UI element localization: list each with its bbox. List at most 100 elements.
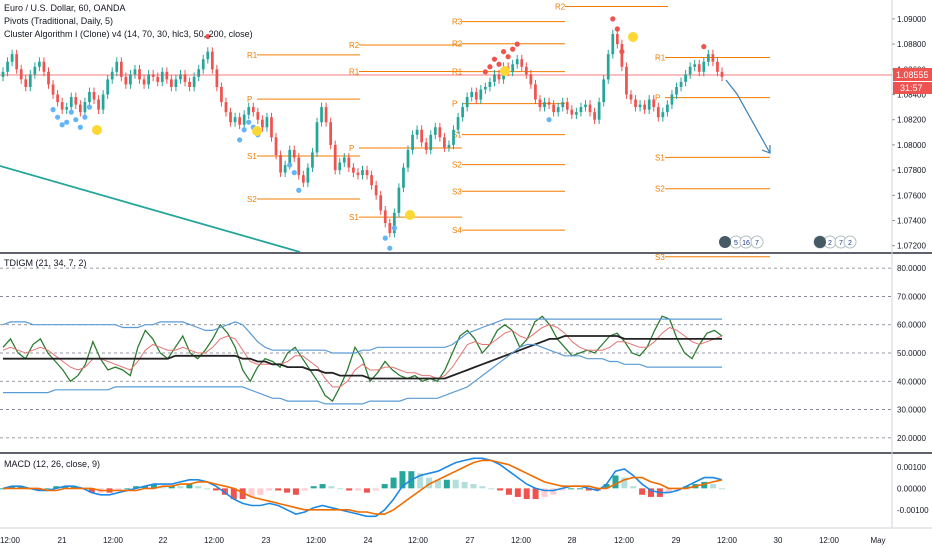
pivot-label: S1 [655, 153, 665, 162]
cluster-dot-blue [59, 122, 65, 128]
macd-label[interactable]: MACD (12, 26, close, 9) [4, 459, 100, 469]
price-tick-label: 1.07200 [897, 242, 926, 251]
candle-body [78, 104, 82, 113]
event-badge-circle[interactable] [843, 235, 857, 249]
candle-body [188, 81, 191, 87]
cluster-dot-blue [50, 107, 56, 113]
tdigm-tick-label: 20.0000 [897, 434, 926, 443]
event-badge[interactable]: 16 [739, 235, 753, 249]
cluster-dot-yellow [252, 126, 262, 136]
cluster-dot-red [496, 61, 502, 67]
macd-histogram-bar [346, 488, 353, 491]
event-flag-icon[interactable] [719, 236, 731, 248]
candle-body [333, 144, 337, 171]
event-badge[interactable]: 2 [843, 235, 857, 249]
candle-body [652, 99, 656, 108]
candle-body [575, 112, 578, 115]
candle-body [438, 127, 442, 138]
candle-body [524, 66, 528, 75]
candle-body [675, 86, 678, 95]
macd-histogram-bar [674, 488, 681, 491]
cluster-dot-blue [546, 117, 552, 123]
candle-body [24, 79, 28, 87]
macd-histogram-bar [195, 486, 202, 489]
macd-histogram-bar [257, 488, 264, 495]
macd-histogram-bar [168, 486, 175, 489]
macd-signal-line [3, 459, 723, 515]
candle-body [160, 71, 164, 82]
pivot-label: S1 [452, 131, 462, 140]
cluster-dot-yellow [628, 32, 638, 42]
candle-body [342, 157, 346, 163]
candle-body [634, 99, 637, 108]
time-axis-label: 27 [466, 536, 475, 545]
macd-histogram-bar [337, 488, 344, 490]
macd-tick-label: -0.00100 [897, 506, 929, 515]
macd-pane [0, 457, 725, 518]
event-badge-circle[interactable] [750, 235, 764, 249]
macd-histogram-bar [532, 488, 539, 500]
event-flag-icon[interactable] [814, 236, 826, 248]
candle-body [647, 99, 651, 110]
candle-body [142, 79, 146, 85]
macd-histogram-bar [710, 484, 717, 489]
candle-body [279, 154, 282, 173]
tdigm-pane [0, 267, 892, 439]
candle-body [584, 104, 587, 108]
tdigm-tick-label: 30.0000 [897, 406, 926, 415]
macd-histogram-bar [115, 488, 122, 491]
candle-body [629, 94, 633, 100]
time-axis-label: 24 [364, 536, 373, 545]
macd-histogram-bar [523, 488, 530, 500]
candle-body [229, 112, 232, 123]
time-axis-label: 12:00 [408, 536, 429, 545]
tdigm-upper-band [2, 318, 722, 354]
macd-histogram-bar [585, 488, 592, 491]
legend-title[interactable]: Euro / U.S. Dollar, 60, OANDA [4, 3, 126, 13]
candle-body [479, 89, 483, 100]
macd-histogram-bar [266, 488, 273, 491]
candle-body [306, 167, 310, 183]
cluster-dot-blue [246, 119, 252, 125]
macd-histogram-bar [647, 488, 654, 497]
macd-histogram-bar [505, 488, 512, 495]
candle-body [684, 74, 687, 82]
cluster-dot-blue [73, 117, 79, 123]
tdigm-tick-label: 60.0000 [897, 321, 926, 330]
macd-histogram-bar [452, 479, 459, 489]
legend-pivots[interactable]: Pivots (Traditional, Daily, 5) [4, 16, 113, 26]
candle-body [606, 54, 610, 80]
candle-body [602, 79, 606, 103]
candle-body [119, 61, 123, 77]
macd-histogram-bar [310, 486, 317, 489]
candle-body [201, 59, 205, 70]
candle-body [138, 69, 141, 80]
legend-cluster[interactable]: Cluster Algorithm I (Clone) v4 (14, 70, … [4, 29, 253, 39]
candle-body [588, 104, 592, 113]
macd-histogram-bar [301, 488, 308, 491]
candle-body [556, 107, 560, 113]
tdigm-label[interactable]: TDIGM (21, 34, 7, 2) [4, 258, 87, 268]
tdigm-signal-line [2, 324, 723, 388]
candle-body [124, 76, 128, 85]
candle-body [388, 223, 392, 234]
cluster-dot-red [701, 44, 707, 50]
pivot-label: P [655, 94, 660, 103]
macd-histogram-bar [568, 488, 575, 490]
macd-histogram-bar [177, 486, 184, 489]
pivot-label: R2 [555, 3, 566, 12]
candle-body [247, 107, 251, 115]
candle-body [1, 71, 5, 77]
forecast-arrow-line [725, 79, 771, 154]
macd-histogram-bar [719, 488, 725, 490]
candle-body [638, 104, 642, 108]
cluster-dot-red [487, 64, 493, 70]
event-badge[interactable]: 7 [750, 235, 764, 249]
time-axis-label: 22 [159, 536, 168, 545]
candle-body [656, 107, 660, 118]
candle-body [151, 74, 155, 77]
time-axis-label: 28 [568, 536, 577, 545]
candle-body [156, 76, 160, 82]
macd-histogram-bar [292, 488, 299, 495]
